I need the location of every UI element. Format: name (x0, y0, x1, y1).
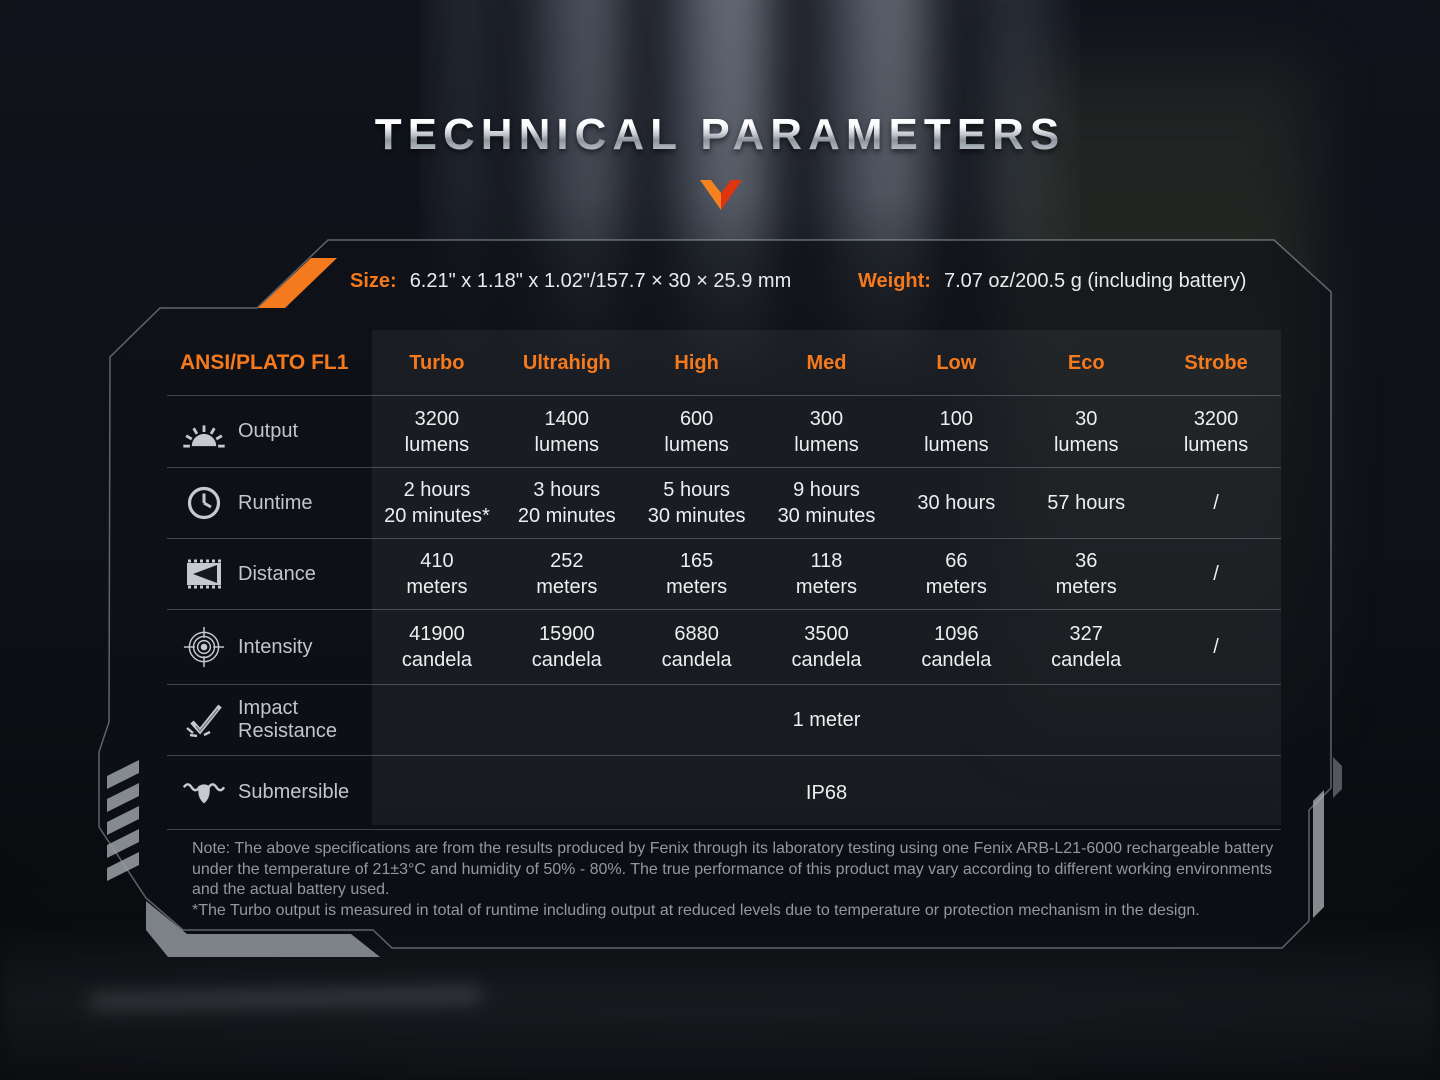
table-data-backdrop (372, 330, 1281, 825)
cell-runtime-ultrahigh: 3 hours 20 minutes (517, 479, 616, 527)
column-header-strobe: Strobe (1184, 351, 1248, 374)
cell-distance-strobe: / (1213, 563, 1219, 585)
submersible-icon (181, 778, 227, 808)
cell-distance-high: 165 meters (666, 550, 728, 598)
cell-runtime-eco: 57 hours (1047, 492, 1126, 514)
column-header-turbo: Turbo (409, 351, 465, 374)
cell-intensity-strobe: / (1213, 636, 1219, 658)
cell-output-turbo: 3200 lumens (404, 407, 470, 456)
cell-output-strobe: 3200 lumens (1183, 407, 1249, 456)
row-label-impact-resistance: Impact Resistance (167, 685, 372, 755)
row-label-distance: Distance (167, 539, 372, 609)
weight-label: Weight: (858, 269, 931, 292)
row-label-submersible: Submersible (167, 756, 372, 829)
footnote-paragraph: Note: The above specifications are from … (192, 840, 1274, 898)
cell-output-med: 300 lumens (794, 407, 859, 456)
bottom-edge-accent (146, 901, 380, 957)
footnote-block: Note: The above specifications are from … (192, 839, 1284, 921)
cell-intensity-ultrahigh: 15900 candela (531, 623, 602, 671)
cell-intensity-low: 1096 candela (921, 623, 992, 671)
output-sunrise-icon (181, 416, 227, 448)
row-label-runtime: Runtime (167, 468, 372, 538)
cell-output-ultrahigh: 1400 lumens (534, 407, 600, 456)
cell-output-eco: 30 lumens (1053, 407, 1119, 456)
column-header-ultrahigh: Ultrahigh (522, 351, 611, 374)
weight-spec: Weight: 7.07 oz/200.5 g (including batte… (858, 266, 1246, 296)
size-spec: Size: 6.21" x 1.18" x 1.02"/157.7 × 30 ×… (350, 266, 791, 296)
table-row-distance: Distance 410 meters 252 meters 165 meter… (167, 539, 1281, 610)
cell-distance-ultrahigh: 252 meters (536, 550, 598, 598)
cell-runtime-high: 5 hours 30 minutes (647, 479, 746, 527)
cell-impact-resistance-value: 1 meter (792, 709, 861, 731)
cell-submersible-value: IP68 (805, 781, 848, 804)
impact-resistance-icon (181, 702, 227, 738)
intensity-target-icon (181, 626, 227, 668)
row-label-intensity: Intensity (167, 610, 372, 684)
cell-intensity-eco: 327 candela (1051, 623, 1122, 671)
row-label-output: Output (167, 396, 372, 467)
right-edge-accent (1313, 790, 1324, 918)
cell-distance-med: 118 meters (795, 550, 858, 598)
cell-intensity-turbo: 41900 candela (401, 623, 472, 671)
cell-runtime-turbo: 2 hours 20 minutes* (384, 479, 490, 527)
footnote-turbo-note: *The Turbo output is measured in total o… (192, 901, 1200, 919)
size-value: 6.21" x 1.18" x 1.02"/157.7 × 30 × 25.9 … (409, 269, 792, 292)
table-row-impact-resistance: Impact Resistance 1 meter (167, 685, 1281, 756)
weight-value: 7.07 oz/200.5 g (including battery) (943, 269, 1247, 292)
cell-intensity-med: 3500 candela (791, 623, 862, 671)
column-header-eco: Eco (1067, 351, 1105, 374)
spec-table: ANSI/PLATO FL1 Turbo Ultrahigh High Med … (167, 331, 1281, 830)
table-row-intensity: Intensity 41900 candela 15900 candela 68… (167, 610, 1281, 685)
cell-distance-turbo: 410 meters (406, 550, 468, 598)
column-header-high: High (674, 351, 719, 374)
table-header-row: ANSI/PLATO FL1 Turbo Ultrahigh High Med … (167, 331, 1281, 396)
orange-accent-slash (258, 258, 337, 308)
page-title: TECHNICAL PARAMETERS (0, 110, 1440, 160)
cell-runtime-med: 9 hours 30 minutes (777, 479, 876, 527)
cell-output-low: 100 lumens (924, 407, 989, 456)
right-notch-accent (1333, 757, 1342, 798)
runtime-clock-icon (181, 485, 227, 521)
table-row-submersible: Submersible IP68 (167, 756, 1281, 830)
hazard-stripes (107, 760, 139, 881)
cell-output-high: 600 lumens (664, 407, 729, 456)
column-header-med: Med (806, 351, 847, 374)
table-row-runtime: Runtime 2 hours 20 minutes* 3 hours 20 m… (167, 468, 1281, 539)
size-label: Size: (350, 269, 397, 292)
panel-body (98, 239, 1332, 949)
cell-runtime-strobe: / (1213, 492, 1219, 514)
cell-distance-low: 66 meters (925, 550, 987, 598)
cell-runtime-low: 30 hours (917, 492, 996, 514)
beam-distance-icon (181, 558, 227, 590)
chevron-down-icon (700, 180, 742, 210)
column-header-low: Low (936, 351, 977, 374)
cell-distance-eco: 36 meters (1055, 550, 1117, 598)
column-header-ansi: ANSI/PLATO FL1 (180, 351, 349, 374)
table-row-output: Output 3200 lumens 1400 lumens 600 lumen… (167, 396, 1281, 468)
cell-intensity-high: 6880 candela (661, 623, 732, 671)
